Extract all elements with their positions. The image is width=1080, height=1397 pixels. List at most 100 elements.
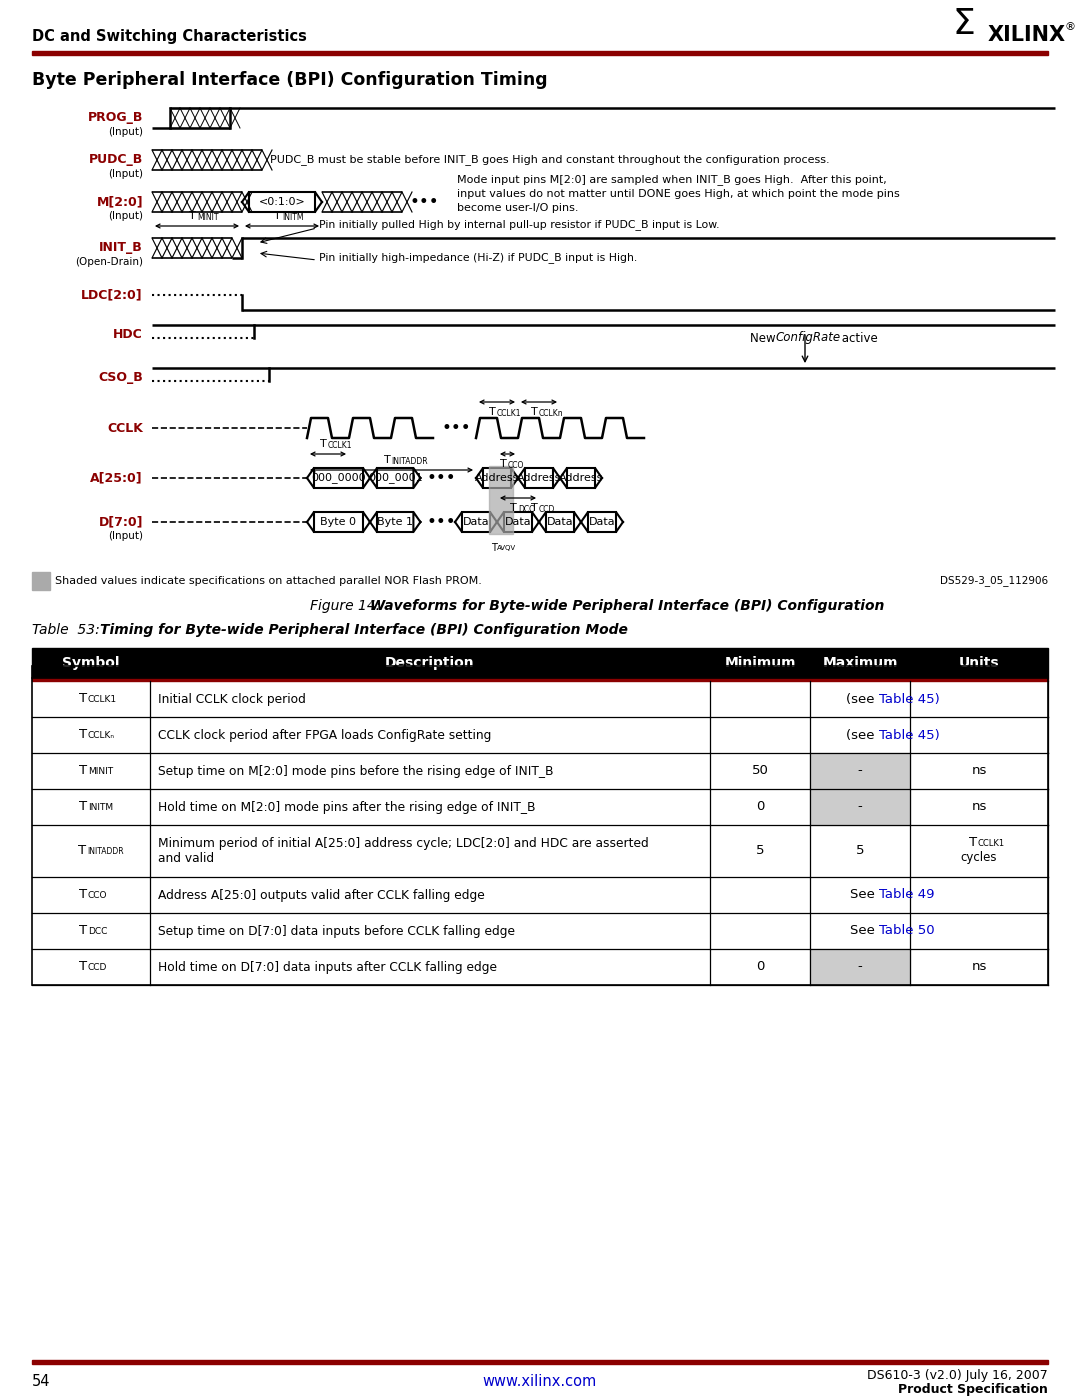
Text: T: T [969,837,977,849]
Text: Hold time on D[7:0] data inputs after CCLK falling edge: Hold time on D[7:0] data inputs after CC… [158,961,497,974]
Text: XILINX: XILINX [988,25,1066,45]
Text: 50: 50 [752,764,769,778]
Bar [32,571,50,590]
Text: ns: ns [971,764,987,778]
Bar [32,877,1048,914]
Text: (see: (see [847,728,879,742]
Text: Data: Data [504,517,531,527]
Bar [32,680,1048,717]
Text: CCLK1: CCLK1 [497,409,522,418]
Text: 5: 5 [855,845,864,858]
Text: Data: Data [589,517,616,527]
Text: T: T [274,211,281,221]
Text: Setup time on M[2:0] mode pins before the rising edge of INIT_B: Setup time on M[2:0] mode pins before th… [158,764,554,778]
Text: DS610-3 (v2.0) July 16, 2007: DS610-3 (v2.0) July 16, 2007 [867,1369,1048,1383]
Text: (Input): (Input) [108,531,143,541]
Text: active: active [838,331,878,345]
Text: A[25:0]: A[25:0] [91,472,143,485]
Text: (Input): (Input) [108,169,143,179]
Text: become user-I/O pins.: become user-I/O pins. [457,203,579,212]
Text: T: T [79,925,87,937]
Text: -: - [858,961,862,974]
Text: T: T [531,407,538,416]
Text: Data: Data [462,517,489,527]
Text: CCLK1: CCLK1 [328,441,352,450]
Text: Address: Address [517,474,562,483]
Text: 000_0000: 000_0000 [311,472,366,483]
Text: T: T [500,460,507,469]
Text: Table 45): Table 45) [879,728,940,742]
Text: Table 49: Table 49 [879,888,934,901]
Text: MINIT: MINIT [197,212,218,222]
Bar [32,1361,1048,1363]
Text: Shaded values indicate specifications on attached parallel NOR Flash PROM.: Shaded values indicate specifications on… [55,576,482,585]
Text: (Input): (Input) [108,127,143,137]
Text: 0: 0 [756,961,765,974]
Text: CCLKn: CCLKn [539,409,564,418]
Text: Byte 1: Byte 1 [377,517,414,527]
Text: D[7:0]: D[7:0] [98,515,143,528]
Text: CCD: CCD [87,963,107,972]
Text: T: T [79,728,87,742]
Text: PUDC_B: PUDC_B [89,154,143,166]
Text: Data: Data [546,517,573,527]
Text: Table 45): Table 45) [879,693,940,705]
Text: T: T [510,503,517,513]
Text: CSO_B: CSO_B [98,372,143,384]
Text: See: See [850,925,879,937]
Text: CCLK: CCLK [107,422,143,434]
Text: cycles: cycles [961,851,997,863]
Text: Address A[25:0] outputs valid after CCLK falling edge: Address A[25:0] outputs valid after CCLK… [158,888,485,901]
Text: T: T [79,764,87,778]
Bar [32,678,1048,680]
Bar [810,789,910,826]
Text: CCLK clock period after FPGA loads ConfigRate setting: CCLK clock period after FPGA loads Confi… [158,728,491,742]
Text: -: - [858,800,862,813]
Text: Address: Address [475,474,519,483]
Bar [32,914,1048,949]
Text: Hold time on M[2:0] mode pins after the rising edge of INIT_B: Hold time on M[2:0] mode pins after the … [158,800,536,813]
Text: <0:1:0>: <0:1:0> [258,197,306,207]
Text: See: See [850,888,879,901]
Text: (see: (see [847,693,879,705]
Text: Byte 0: Byte 0 [321,517,356,527]
Text: M[2:0]: M[2:0] [96,196,143,208]
Text: DCC: DCC [87,928,107,936]
Text: •••: ••• [410,193,440,211]
Text: $\Sigma$: $\Sigma$ [951,7,974,41]
Bar [810,753,910,789]
Text: Maximum: Maximum [822,657,897,671]
Text: INITM: INITM [282,212,303,222]
Text: CCD: CCD [539,504,555,514]
Text: New: New [750,331,780,345]
Text: Description: Description [386,657,475,671]
Bar [32,753,1048,789]
Text: Symbol: Symbol [63,657,120,671]
Text: CCO: CCO [508,461,524,469]
Text: PUDC_B must be stable before INIT_B goes High and constant throughout the config: PUDC_B must be stable before INIT_B goes… [270,155,829,165]
Text: ConfigRate: ConfigRate [775,331,840,345]
Text: PROG_B: PROG_B [87,112,143,124]
Text: CCLK1: CCLK1 [87,694,117,704]
Text: AVQV: AVQV [497,545,516,550]
Bar [810,949,910,985]
Text: DC and Switching Characteristics: DC and Switching Characteristics [32,29,307,45]
Text: Mode input pins M[2:0] are sampled when INIT_B goes High.  After this point,: Mode input pins M[2:0] are sampled when … [457,175,887,186]
Text: •••: ••• [427,469,456,488]
Text: INITM: INITM [87,803,113,812]
Text: ®: ® [1064,22,1075,32]
Text: CCO: CCO [87,891,108,900]
Text: 5: 5 [756,845,765,858]
Bar [489,467,513,534]
Text: T: T [383,455,391,465]
Bar [32,789,1048,826]
Text: T: T [189,211,195,221]
Text: T: T [491,543,497,553]
Text: •••: ••• [427,513,456,531]
Text: Pin initially pulled High by internal pull-up resistor if PUDC_B input is Low.: Pin initially pulled High by internal pu… [319,219,719,231]
Text: Initial CCLK clock period: Initial CCLK clock period [158,693,306,705]
Text: INITADDR: INITADDR [391,457,428,467]
Text: Table  53:: Table 53: [32,623,108,637]
Text: ns: ns [971,961,987,974]
Text: T: T [78,845,86,858]
